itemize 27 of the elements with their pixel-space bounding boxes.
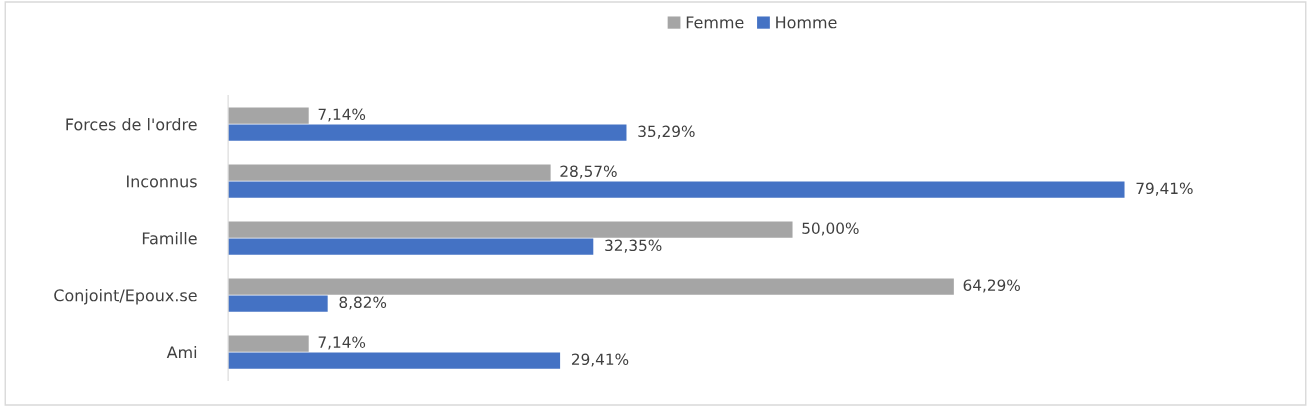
bar <box>228 335 309 352</box>
y-tick-label: Inconnus <box>127 175 197 188</box>
bar <box>228 278 954 295</box>
y-tick-label: Conjoint/Epoux.se <box>54 289 197 305</box>
y-tick-label: Forces de l'ordre <box>66 118 197 131</box>
y-tick-label: Famille <box>142 232 197 245</box>
data-label: 64,29% <box>963 279 1020 293</box>
data-label: 32,35% <box>605 239 662 253</box>
bar <box>228 181 1125 198</box>
data-label: 7,14% <box>318 336 366 350</box>
data-label: 35,29% <box>638 125 695 139</box>
bar <box>228 107 309 124</box>
legend-label: Homme <box>776 16 837 29</box>
bar <box>228 221 793 238</box>
data-label: 8,82% <box>339 296 387 310</box>
data-label: 79,41% <box>1136 182 1193 196</box>
bar <box>228 295 328 312</box>
data-label: 29,41% <box>571 353 629 367</box>
data-label: 50,00% <box>802 222 859 236</box>
bar <box>228 238 594 255</box>
y-tick-label: Ami <box>166 345 197 359</box>
data-label: 28,57% <box>560 165 617 179</box>
bar <box>228 164 551 181</box>
bar <box>228 352 561 369</box>
legend-label: Femme <box>686 16 744 29</box>
data-label: 7,14% <box>318 108 366 122</box>
bar <box>228 124 627 141</box>
